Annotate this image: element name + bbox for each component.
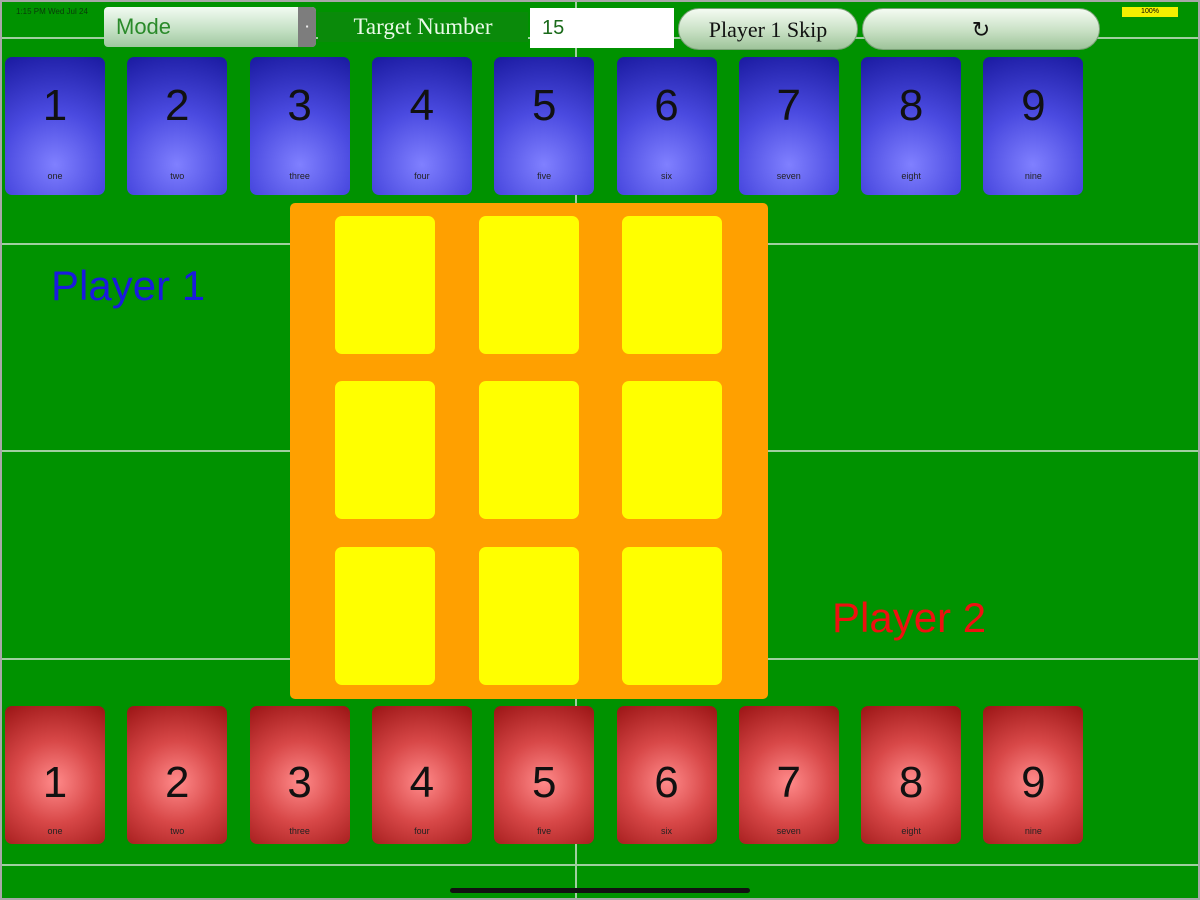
card-number: 4 bbox=[409, 81, 435, 130]
board-cell-4[interactable] bbox=[335, 381, 435, 519]
card-word: six bbox=[661, 171, 672, 181]
blue-card-8[interactable]: 8 eight bbox=[861, 57, 962, 195]
card-word: one bbox=[47, 171, 63, 181]
player-2-label: Player 2 bbox=[832, 594, 987, 641]
card-word: six bbox=[661, 826, 672, 836]
reset-button[interactable]: ↻ bbox=[862, 8, 1100, 50]
card-word: four bbox=[414, 171, 430, 181]
board-cell-9[interactable] bbox=[622, 547, 722, 685]
card-word: four bbox=[414, 826, 430, 836]
card-number: 8 bbox=[898, 81, 924, 130]
battery-indicator: 100% bbox=[1122, 7, 1178, 17]
card-number: 9 bbox=[1021, 758, 1046, 807]
blue-card-1[interactable]: 1 one bbox=[5, 57, 105, 195]
card-number: 9 bbox=[1021, 81, 1046, 130]
card-number: 2 bbox=[165, 758, 190, 807]
mode-dropdown[interactable]: Mode ▪ bbox=[104, 7, 316, 47]
card-word: two bbox=[170, 826, 185, 836]
status-time: 1:15 PM Wed Jul 24 bbox=[16, 7, 88, 16]
blue-card-2[interactable]: 2 two bbox=[127, 57, 228, 195]
dropdown-arrow-icon: ▪ bbox=[298, 7, 316, 47]
home-indicator[interactable] bbox=[450, 888, 750, 893]
red-card-7[interactable]: 7 seven bbox=[738, 706, 839, 844]
card-word: three bbox=[289, 171, 310, 181]
card-number: 3 bbox=[287, 81, 312, 130]
blue-card-3[interactable]: 3 three bbox=[249, 57, 350, 195]
card-number: 6 bbox=[654, 81, 679, 130]
card-number: 7 bbox=[776, 758, 802, 807]
red-card-9[interactable]: 9 nine bbox=[983, 706, 1084, 844]
card-word: seven bbox=[776, 171, 801, 181]
blue-card-7[interactable]: 7 seven bbox=[738, 57, 839, 195]
red-card-4[interactable]: 4 four bbox=[371, 706, 472, 844]
card-word: eight bbox=[901, 171, 921, 181]
card-word: one bbox=[47, 826, 63, 836]
grid-line bbox=[2, 864, 1198, 866]
red-card-2[interactable]: 2 two bbox=[127, 706, 228, 844]
card-number: 6 bbox=[654, 758, 679, 807]
card-number: 8 bbox=[898, 758, 924, 807]
card-number: 5 bbox=[531, 81, 557, 130]
board-cell-6[interactable] bbox=[622, 381, 722, 519]
card-word: seven bbox=[776, 826, 801, 836]
red-card-5[interactable]: 5 five bbox=[494, 706, 595, 844]
card-number: 7 bbox=[776, 81, 802, 130]
refresh-icon: ↻ bbox=[971, 17, 991, 42]
card-number: 4 bbox=[409, 758, 435, 807]
blue-card-6[interactable]: 6 six bbox=[616, 57, 717, 195]
board-cell-3[interactable] bbox=[622, 216, 722, 354]
card-word: nine bbox=[1024, 171, 1042, 181]
blue-card-4[interactable]: 4 four bbox=[371, 57, 472, 195]
player-skip-button[interactable]: Player 1 Skip bbox=[678, 8, 858, 50]
card-word: nine bbox=[1024, 826, 1042, 836]
board-cell-5[interactable] bbox=[479, 381, 579, 519]
card-number: 2 bbox=[165, 81, 190, 130]
red-card-3[interactable]: 3 three bbox=[249, 706, 350, 844]
blue-card-9[interactable]: 9 nine bbox=[983, 57, 1084, 195]
card-number: 1 bbox=[42, 81, 68, 130]
card-word: five bbox=[537, 826, 552, 836]
card-word: two bbox=[170, 171, 185, 181]
card-word: three bbox=[289, 826, 310, 836]
game-board bbox=[290, 203, 768, 699]
card-word: five bbox=[537, 171, 552, 181]
board-cell-1[interactable] bbox=[335, 216, 435, 354]
card-word: eight bbox=[901, 826, 921, 836]
red-card-6[interactable]: 6 six bbox=[616, 706, 717, 844]
red-card-1[interactable]: 1 one bbox=[5, 706, 105, 844]
card-number: 3 bbox=[287, 758, 312, 807]
card-number: 5 bbox=[531, 758, 557, 807]
card-number: 1 bbox=[42, 758, 68, 807]
target-number-label: Target Number bbox=[318, 12, 528, 42]
board-cell-8[interactable] bbox=[479, 547, 579, 685]
red-card-8[interactable]: 8 eight bbox=[861, 706, 962, 844]
mode-label: Mode bbox=[116, 14, 172, 39]
player-1-label: Player 1 bbox=[51, 262, 206, 309]
target-number-input[interactable] bbox=[530, 8, 674, 48]
board-cell-7[interactable] bbox=[335, 547, 435, 685]
blue-card-5[interactable]: 5 five bbox=[494, 57, 595, 195]
board-cell-2[interactable] bbox=[479, 216, 579, 354]
